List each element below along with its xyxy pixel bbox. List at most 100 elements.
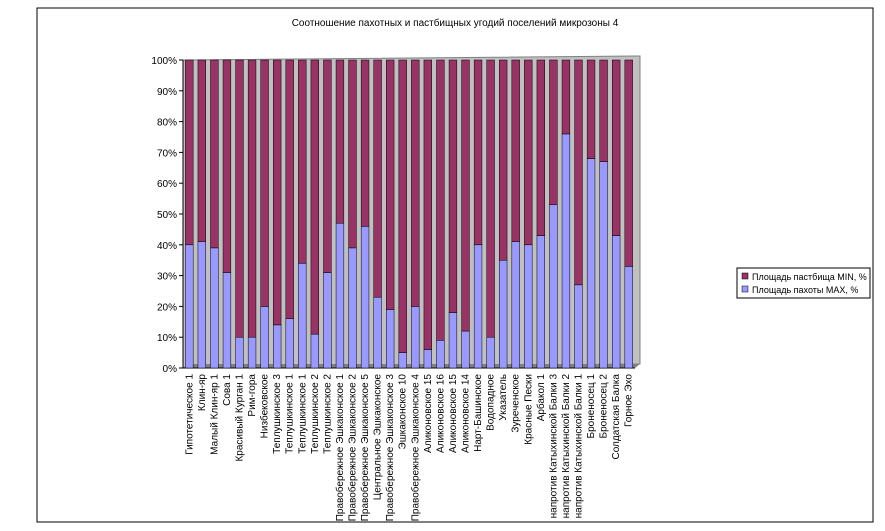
x-tick-label: Броненосец 2	[599, 374, 610, 439]
bar-segment	[323, 272, 332, 369]
y-tick-label: 20%	[157, 302, 177, 313]
bar-segment	[486, 59, 495, 338]
legend-box	[736, 267, 871, 299]
bar-segment	[499, 59, 508, 261]
bar-segment	[348, 59, 357, 249]
bar-segment	[210, 247, 219, 369]
bar-segment	[511, 59, 520, 242]
bar-segment	[247, 59, 257, 338]
bar-segment	[310, 333, 319, 369]
x-tick-label: Водопадное	[486, 374, 497, 431]
y-tick-label: 60%	[157, 179, 177, 190]
bar-segment	[285, 318, 294, 369]
x-tick-label: Правобережное Эшкаконское 2	[347, 374, 359, 522]
bar-segment	[586, 59, 596, 159]
x-tick-label: Горное Эхо	[624, 374, 635, 427]
bar-segment	[298, 263, 307, 369]
bar-segment	[411, 59, 420, 307]
bar-segment	[273, 59, 282, 326]
x-tick-label: Малый Клин-яр 1	[209, 374, 220, 455]
y-tick-label: 10%	[157, 333, 177, 344]
x-tick-label: Аликоновское 16	[435, 374, 446, 453]
chart-title: Соотношение пахотных и пастбищных угодий…	[292, 17, 619, 29]
x-tick-label: Сова 1	[222, 374, 233, 406]
x-tick-label: Теплушкинское 3	[272, 374, 283, 454]
x-tick-label: Указатель	[498, 374, 509, 421]
bar-segment	[285, 59, 294, 319]
x-tick-label: Аликоновское 15	[448, 374, 459, 453]
bar-segment	[222, 59, 232, 273]
x-tick-label: напротив Катыхинской Балки 2	[561, 374, 572, 519]
legend-swatch	[741, 285, 749, 293]
bar-segment	[423, 59, 432, 350]
bar-segment	[549, 59, 558, 206]
bar-segment	[612, 235, 621, 369]
legend-label: Площадь пастбища MIN, %	[752, 272, 867, 282]
bar-segment	[511, 241, 520, 369]
bar-segment	[524, 59, 533, 246]
x-tick-label: Теплушкинское 2	[310, 374, 321, 454]
bar-segment	[185, 244, 194, 369]
y-tick-label: 100%	[151, 56, 177, 67]
bar-segment	[260, 59, 269, 307]
bar-segment	[561, 59, 571, 135]
legend-label: Площадь пахоты MAX, %	[752, 285, 858, 295]
x-tick-label: Правобережное Эшкаконское 3	[384, 374, 396, 522]
y-tick-label: 30%	[157, 272, 177, 283]
y-tick-label: 0%	[163, 364, 178, 375]
bar-segment	[574, 59, 583, 286]
x-tick-label: Аликоновское 14	[461, 374, 472, 453]
bar-segment	[461, 330, 470, 369]
bar-segment	[398, 59, 407, 353]
bar-segment	[624, 59, 633, 267]
x-tick-label: Арбакол 1	[535, 374, 547, 422]
bar-segment	[210, 59, 219, 249]
bar-segment	[448, 312, 458, 369]
bar-segment	[499, 259, 508, 369]
x-tick-label: Гипотетическое 1	[184, 374, 195, 455]
x-tick-label: Рим-гора	[247, 374, 258, 417]
bar-segment	[586, 158, 596, 369]
x-tick-label: Красные Пески	[523, 374, 534, 445]
bar-segment	[335, 59, 345, 224]
bar-segment	[323, 59, 332, 273]
bar-segment	[373, 59, 382, 298]
bar-segment	[310, 59, 319, 335]
bar-segment	[348, 247, 357, 369]
y-tick-label: 90%	[157, 87, 177, 98]
x-tick-label: Нарт-Башинское	[473, 374, 484, 452]
x-tick-label: Центральное Эшкаконское	[373, 374, 384, 501]
x-tick-label: напротив Катыхинской Балки 1	[574, 374, 585, 519]
bar-segment	[386, 59, 395, 310]
bar-segment	[411, 306, 420, 369]
bar-segment	[612, 59, 621, 236]
bar-segment	[524, 244, 533, 369]
bar-segment	[599, 59, 608, 162]
bar-segment	[561, 133, 571, 369]
bar-segment	[222, 272, 232, 369]
bar-segment	[335, 222, 345, 369]
bar-segment	[373, 296, 382, 369]
bar-segment	[486, 336, 495, 369]
bar-segment	[235, 59, 244, 338]
x-tick-label: Клин-яр	[197, 374, 208, 412]
bar-segment	[398, 352, 407, 369]
bar-segment	[298, 59, 307, 264]
bar-segment	[185, 59, 194, 246]
x-tick-label: Зуреченское	[511, 374, 522, 433]
bar-segment	[436, 340, 445, 369]
x-tick-label: Теплушкинское 1	[297, 374, 308, 454]
bar-segment	[536, 59, 545, 236]
bar-segment	[436, 59, 445, 341]
legend-swatch	[741, 272, 749, 280]
x-tick-label: Солдатская Балка	[611, 374, 622, 460]
bar-segment	[448, 59, 458, 313]
bar-segment	[260, 306, 269, 369]
bar-segment	[624, 266, 633, 369]
bar-segment	[549, 204, 558, 369]
bar-segment	[386, 309, 395, 369]
bar-segment	[473, 244, 483, 369]
x-tick-label: Правобережное Эшкаконское 1	[334, 374, 346, 522]
